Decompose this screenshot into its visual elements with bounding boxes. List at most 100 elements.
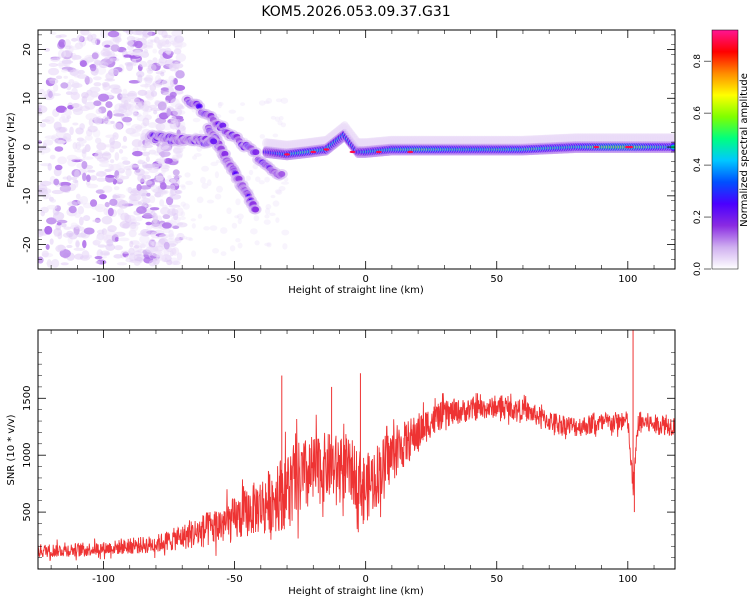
spectral-blob <box>49 154 56 160</box>
spectral-blob <box>129 240 134 248</box>
spectral-blob <box>66 154 78 161</box>
colorbar-tick-label: 0.4 <box>693 158 703 173</box>
spectral-blob <box>52 211 65 221</box>
spectral-blob <box>66 244 73 249</box>
spectral-blob <box>65 91 73 96</box>
spectral-blob <box>237 218 242 225</box>
spectral-blob <box>81 250 90 259</box>
spectral-blob <box>152 48 158 54</box>
spectral-blob <box>109 84 121 90</box>
spectral-blob <box>38 256 44 264</box>
spectral-blob <box>145 221 152 226</box>
spectral-blob <box>89 86 101 93</box>
spectral-blob <box>172 118 179 128</box>
spectral-blob <box>148 104 158 109</box>
spectral-blob <box>95 189 105 194</box>
spectral-blob <box>159 150 171 157</box>
spectral-blob <box>82 172 87 182</box>
spectral-blob <box>95 108 102 115</box>
spectral-blob <box>116 174 125 183</box>
spectral-blob <box>80 158 85 162</box>
spectral-blob <box>278 115 284 121</box>
spectrogram-frame <box>37 29 676 270</box>
spectral-blob <box>63 75 68 79</box>
spectral-blob <box>236 213 244 220</box>
spectral-blob <box>71 45 80 51</box>
spectral-blob <box>157 101 167 111</box>
spectral-blob <box>50 198 57 203</box>
spectral-blob <box>121 145 128 149</box>
spectral-blob <box>188 237 194 242</box>
spectral-blob <box>105 101 113 108</box>
spectral-blob <box>95 260 101 264</box>
spectral-blob <box>157 30 164 36</box>
spectral-blob <box>207 179 212 187</box>
spectral-blob <box>43 139 54 146</box>
spectral-blob <box>191 223 196 229</box>
spectral-blob <box>184 172 191 178</box>
spectral-blob <box>96 177 106 182</box>
spectral-blob <box>72 179 79 184</box>
spectral-blob <box>258 180 265 185</box>
spectral-blob <box>129 105 138 115</box>
spectral-blob <box>206 199 215 204</box>
spectral-blob <box>278 171 286 178</box>
spectral-blob <box>175 189 183 195</box>
spectral-blob <box>44 225 53 235</box>
spectral-blob <box>108 163 114 172</box>
spectral-blob <box>39 122 46 128</box>
x-tick-label: 100 <box>618 274 637 285</box>
spectral-blob <box>72 122 79 126</box>
spectral-blob <box>209 225 218 231</box>
spectral-blob <box>265 97 273 104</box>
spectral-blob <box>66 175 72 182</box>
spectral-blob <box>141 174 152 180</box>
spectral-blob <box>112 132 119 140</box>
spectral-blob <box>185 236 193 241</box>
spectral-blob <box>176 232 185 241</box>
spectral-blob <box>160 165 171 170</box>
spectral-blob <box>270 194 276 199</box>
x-tick-label: -100 <box>92 274 115 285</box>
spectral-blob <box>98 60 104 64</box>
spectral-blob <box>278 185 286 192</box>
spectral-blob <box>61 60 74 64</box>
spectral-blob <box>54 164 63 171</box>
spectral-blob <box>168 229 174 238</box>
spectral-blob <box>221 150 229 157</box>
spectral-blob <box>160 87 169 91</box>
spectral-blob <box>49 78 59 85</box>
spectral-blob <box>259 134 266 139</box>
figure-title: KOM5.2026.053.09.37.G31 <box>261 4 450 20</box>
spectral-blob <box>105 72 115 81</box>
spectral-blob <box>282 243 288 250</box>
spectral-blob <box>136 206 147 214</box>
spectral-blob <box>149 207 160 211</box>
spectral-blob <box>38 145 45 151</box>
spectral-blob <box>116 262 128 266</box>
spectral-blob <box>142 117 150 127</box>
spectral-blob <box>180 236 188 240</box>
spectral-blob <box>140 171 150 175</box>
spectral-blob <box>85 113 97 121</box>
snr-ylabel: SNR (10 * v/v) <box>6 414 17 485</box>
spectral-blob <box>95 173 104 177</box>
spectral-blob <box>107 207 114 217</box>
spectral-blob <box>106 239 114 247</box>
spectral-blob <box>102 115 110 123</box>
spectral-blob <box>122 160 131 165</box>
spectral-blob <box>156 189 169 195</box>
spectral-blob <box>89 175 98 181</box>
spectral-blob <box>169 91 177 98</box>
spectral-blob <box>122 135 128 143</box>
spectral-blob <box>133 253 145 262</box>
spectral-blob <box>101 215 113 225</box>
spectral-blob <box>147 122 158 129</box>
spectral-blob <box>141 196 147 203</box>
spectral-blob <box>112 195 121 199</box>
spectral-blob <box>77 143 85 147</box>
spectral-blob <box>43 188 52 194</box>
spectral-blob <box>82 216 91 221</box>
spectral-blob <box>180 184 186 188</box>
spectral-blob <box>120 96 131 104</box>
